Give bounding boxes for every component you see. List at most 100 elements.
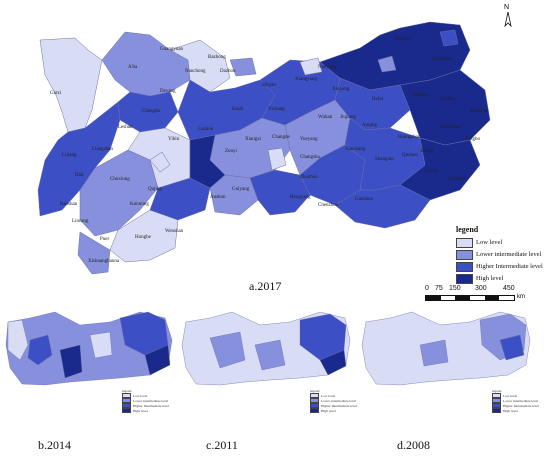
city-label: Jiujiang [340,115,356,120]
mini-map-2011 [181,311,351,386]
mini-legend-2008: legend Low level Lower intermediate leve… [492,388,539,413]
north-arrow: N [502,4,514,28]
legend-label: Low level [476,239,503,246]
legend-item-high: High level [456,273,550,284]
city-label: Lishui [425,169,438,174]
city-label: Chuxiong [110,177,130,182]
city-label: Nanjing [412,93,429,98]
city-label: Nanchang [345,147,366,152]
mini-legend-title: legend [492,388,502,393]
city-label: Lijiang [62,153,77,158]
mini-legend-2014: legend Low level Lower intermediate leve… [122,388,169,413]
city-label: Anshun [210,195,226,200]
city-label: Jinhua [420,149,434,154]
city-label: Ningbo [465,137,481,142]
scale-tick: 150 [449,285,461,292]
scale-tick: 300 [475,285,487,292]
city-label: Garzi [50,91,62,96]
scale-bar: 0 75 150 300 450 km [425,285,525,301]
city-label: Wuhan [318,115,333,120]
city-label: Hengyang [290,195,311,200]
caption-2008: d.2008 [397,438,430,452]
city-label: Nanyang [318,65,337,70]
city-label: Quzhou [402,153,418,158]
mini-legend-2011: legend Low level Lower intermediate leve… [310,388,357,413]
north-label: N [504,4,510,11]
legend-label: Lower intermediate level [476,251,542,258]
city-label: Enshi [232,107,244,112]
city-label: Liangshan [92,147,113,152]
city-label: Shangrao [375,157,394,162]
city-label: Yueyang [300,137,318,142]
city-label: Anqing [362,123,378,128]
caption-2017: a.2017 [249,279,282,293]
city-label: Guiyang [232,187,250,192]
city-label: Dali [75,173,84,178]
legend-swatch [456,249,473,260]
scale-tick: 450 [503,285,515,292]
city-label: Changsha [300,155,321,160]
city-label: Xiangxi [245,137,262,142]
mini-map-2014 [5,311,173,386]
caption-2014: b.2014 [38,438,71,452]
city-label: Wenshan [165,229,184,234]
city-label: Shiyan [262,83,276,88]
main-map-regions [37,21,491,275]
city-label: Changde [272,135,291,140]
city-label: Puer [100,237,110,242]
legend: legend Low level Lower intermediate leve… [456,225,550,285]
city-label: Xuzhou [395,37,411,42]
city-label: Nanchong [185,69,206,74]
city-label: Dazhou [220,69,236,74]
city-label: Huangshan [398,135,421,140]
city-label: Qujing [148,187,162,192]
city-label: Hefei [372,97,384,102]
city-label: Hangzhou [440,125,461,130]
legend-item-higher-intermediate: Higher Intermediate level [456,261,550,272]
city-label: Bazhong [208,55,226,60]
legend-swatch [456,273,473,284]
city-label: Guangyuan [160,47,184,52]
city-label: Yibin [168,137,180,142]
legend-swatch [456,261,473,272]
mini-map-2008 [361,311,531,386]
legend-item-lower-intermediate: Lower intermediate level [456,249,550,260]
city-label: Suzhou [440,97,456,102]
legend-label: High level [476,275,504,282]
scale-tick: 0 [425,285,429,292]
city-label: Xiangyang [295,77,317,82]
city-labels: Garzi A'ba Guangyuan Bazhong Dazhou Nanc… [50,37,489,264]
legend-label: Higher Intermediate level [476,263,543,270]
legend-title: legend [456,225,479,234]
city-label: Zunyi [225,149,238,154]
city-label: Lincang [72,219,89,224]
legend-swatch [456,237,473,248]
city-label: Xishuangbanna [88,259,120,264]
city-label: Xinyang [332,87,350,92]
scale-unit: km [517,294,525,300]
city-label: Honghe [135,235,152,240]
mini-legend-title: legend [310,388,320,393]
city-label: Chenzhou [318,203,339,208]
caption-2011: c.2011 [206,438,238,452]
city-label: Kunming [130,202,149,207]
north-arrow-icon [504,11,512,28]
city-label: Luzhou [198,127,214,132]
city-label: Zhuzhou [300,175,318,180]
city-label: Leshan [118,125,133,130]
city-label: Chengdu [142,109,161,114]
city-label: Shanghai [470,109,489,114]
scale-tick: 75 [435,285,443,292]
scale-ticks: 0 75 150 300 450 [425,285,525,294]
city-label: Ganzhou [355,197,374,202]
city-label: A'ba [128,65,138,70]
city-label: Yichang [268,107,285,112]
legend-item-low: Low level [456,237,550,248]
city-label: Wenzhou [448,177,467,182]
city-label: Yancheng [432,57,452,62]
scale-bar-graphic [425,295,515,301]
city-label: Deyang [160,89,176,94]
mini-legend-title: legend [122,388,132,393]
city-label: Baoshan [60,202,78,207]
